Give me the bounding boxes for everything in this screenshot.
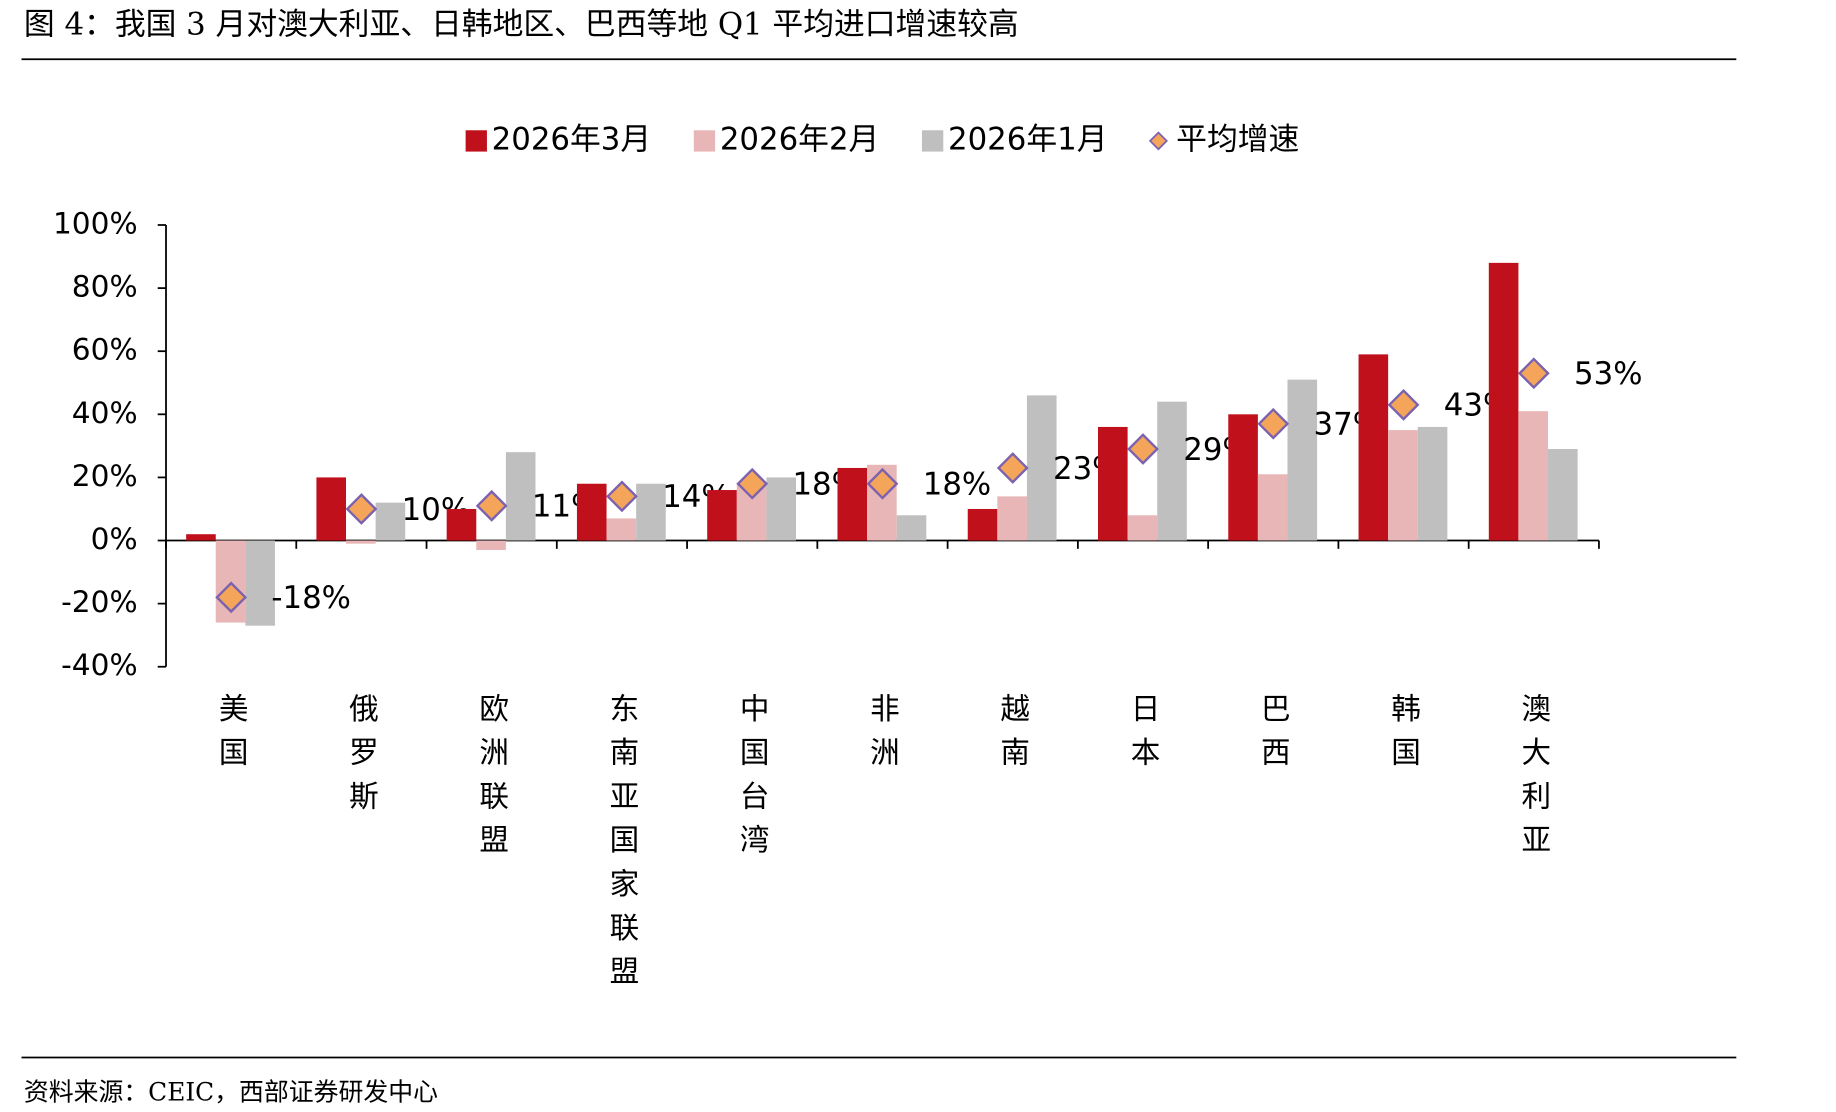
bar bbox=[1228, 414, 1258, 541]
marker bbox=[1387, 388, 1420, 421]
legend-label: 平均增速 bbox=[1176, 121, 1299, 157]
chart-title: 图 4：我国 3 月对澳大利亚、日韩地区、巴西等地 Q1 平均进口增速较高 bbox=[24, 7, 1019, 43]
bar bbox=[837, 467, 868, 541]
data-label: 18% bbox=[923, 467, 991, 503]
bar bbox=[1157, 401, 1187, 541]
x-tick-label: 日本 bbox=[1126, 693, 1160, 781]
legend-swatch bbox=[921, 130, 944, 152]
bar bbox=[186, 534, 216, 541]
bar bbox=[1518, 411, 1549, 541]
x-tick-label: 东南亚国家联盟 bbox=[605, 693, 639, 1000]
legend-label: 2026年3月 bbox=[492, 121, 651, 157]
bar bbox=[967, 508, 998, 541]
bar bbox=[1026, 395, 1057, 541]
x-tick-label: 非洲 bbox=[865, 693, 899, 781]
x-tick-label: 巴西 bbox=[1256, 693, 1290, 781]
x-tick-label: 韩国 bbox=[1387, 693, 1421, 781]
marker bbox=[1257, 407, 1290, 440]
bar bbox=[446, 508, 477, 541]
bar bbox=[766, 477, 797, 541]
y-tick-label: 80% bbox=[72, 270, 138, 304]
bar bbox=[896, 515, 927, 541]
bar bbox=[1127, 515, 1158, 541]
legend-swatch bbox=[693, 130, 716, 152]
bar bbox=[505, 452, 536, 541]
source: 资料来源：CEIC，西部证券研发中心 bbox=[24, 1078, 438, 1107]
marker bbox=[736, 467, 769, 500]
legend-label: 2026年1月 bbox=[948, 121, 1107, 157]
bar bbox=[707, 490, 737, 541]
data-label: 53% bbox=[1574, 356, 1642, 392]
legend-marker bbox=[1148, 131, 1168, 151]
marker bbox=[1517, 357, 1550, 390]
y-tick-label: -40% bbox=[61, 648, 137, 682]
y-tick-label: 60% bbox=[72, 333, 138, 367]
legend-label: 2026年2月 bbox=[720, 121, 879, 157]
bar bbox=[1098, 426, 1128, 541]
bar bbox=[375, 502, 406, 541]
marker bbox=[606, 480, 638, 513]
x-tick-label: 美国 bbox=[214, 693, 248, 781]
bar bbox=[576, 483, 607, 541]
y-tick-label: 0% bbox=[91, 522, 138, 556]
x-tick-label: 俄罗斯 bbox=[344, 693, 378, 824]
bar bbox=[1287, 379, 1318, 541]
bar bbox=[346, 540, 376, 544]
bar bbox=[245, 540, 275, 626]
bar bbox=[1488, 262, 1519, 541]
legend-swatch bbox=[465, 130, 487, 152]
x-tick-label: 欧洲联盟 bbox=[475, 693, 509, 868]
marker bbox=[475, 489, 508, 522]
y-tick-label: 100% bbox=[53, 207, 138, 241]
marker bbox=[866, 467, 899, 500]
marker bbox=[1127, 433, 1159, 465]
bar bbox=[636, 483, 666, 541]
bar bbox=[1548, 449, 1578, 541]
bar bbox=[316, 477, 347, 541]
y-tick-label: -20% bbox=[61, 585, 137, 619]
bar bbox=[606, 518, 637, 541]
marker bbox=[996, 452, 1029, 484]
bar bbox=[1388, 430, 1418, 541]
y-tick-label: 40% bbox=[72, 396, 138, 430]
x-tick-label: 澳大利亚 bbox=[1517, 693, 1551, 868]
bar bbox=[1358, 354, 1389, 541]
marker bbox=[215, 581, 248, 614]
y-tick-label: 20% bbox=[72, 459, 138, 493]
bar bbox=[997, 496, 1027, 541]
bar bbox=[1417, 426, 1448, 541]
data-label: -18% bbox=[271, 580, 351, 616]
bar bbox=[1257, 474, 1288, 541]
marker bbox=[345, 493, 378, 525]
x-tick-label: 越南 bbox=[996, 693, 1030, 781]
x-tick-label: 中国台湾 bbox=[735, 693, 769, 868]
bar bbox=[476, 540, 506, 550]
